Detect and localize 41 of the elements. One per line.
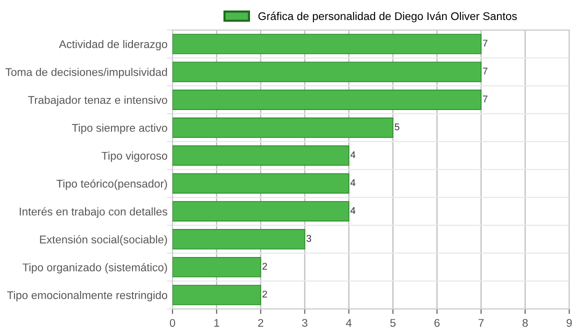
- data-label: 3: [306, 234, 312, 242]
- y-tick-label: Trabajador tenaz e intensivo: [28, 96, 168, 106]
- bar: [172, 201, 350, 222]
- data-label: 4: [350, 207, 356, 214]
- data-label: 5: [394, 123, 400, 130]
- y-tick-label: Tipo vigoroso: [102, 152, 168, 162]
- x-tick-label: 4: [346, 319, 352, 327]
- data-label: 2: [262, 290, 267, 298]
- x-tick-label: 9: [566, 318, 572, 327]
- bar: [172, 173, 350, 194]
- data-label: 7: [482, 40, 488, 47]
- bar: [172, 34, 482, 54]
- y-tick-label: Tipo siempre activo: [72, 124, 168, 134]
- bar: [172, 117, 394, 138]
- y-tick-label: Tipo organizado (sistemático): [22, 263, 167, 274]
- y-tick-label: Tipo teórico(pensador): [56, 179, 167, 190]
- y-tick-label: Interés en trabajo con detalles: [20, 207, 168, 218]
- bar: [172, 145, 350, 166]
- bar: [172, 62, 482, 82]
- bar: [172, 90, 482, 110]
- data-label: 4: [350, 179, 356, 186]
- x-tick-label: 8: [522, 318, 528, 327]
- x-tick-label: 6: [434, 318, 440, 327]
- x-tick-label: 1: [214, 319, 220, 327]
- y-tick-label: Toma de decisiones/impulsividad: [5, 68, 167, 78]
- data-label: 7: [482, 68, 488, 74]
- data-label: 2: [262, 262, 267, 270]
- bar: [172, 229, 306, 250]
- legend-label: Gráfica de personalidad de Diego Iván Oliver Santos: [258, 12, 517, 22]
- x-tick-label: 3: [302, 318, 308, 327]
- data-label: 4: [350, 151, 356, 158]
- y-tick-label: Actividad de liderazgo: [58, 40, 168, 50]
- x-tick-label: 0: [170, 318, 176, 327]
- y-tick-label: Extensión social(sociable): [40, 235, 167, 246]
- x-tick-label: 2: [258, 318, 264, 327]
- x-tick-label: 5: [390, 319, 396, 327]
- y-tick-label: Tipo emocionalmente restringido: [7, 290, 168, 302]
- bar: [172, 256, 262, 278]
- x-tick-label: 7: [478, 319, 484, 327]
- data-label: 7: [482, 96, 488, 102]
- bar: [172, 284, 262, 306]
